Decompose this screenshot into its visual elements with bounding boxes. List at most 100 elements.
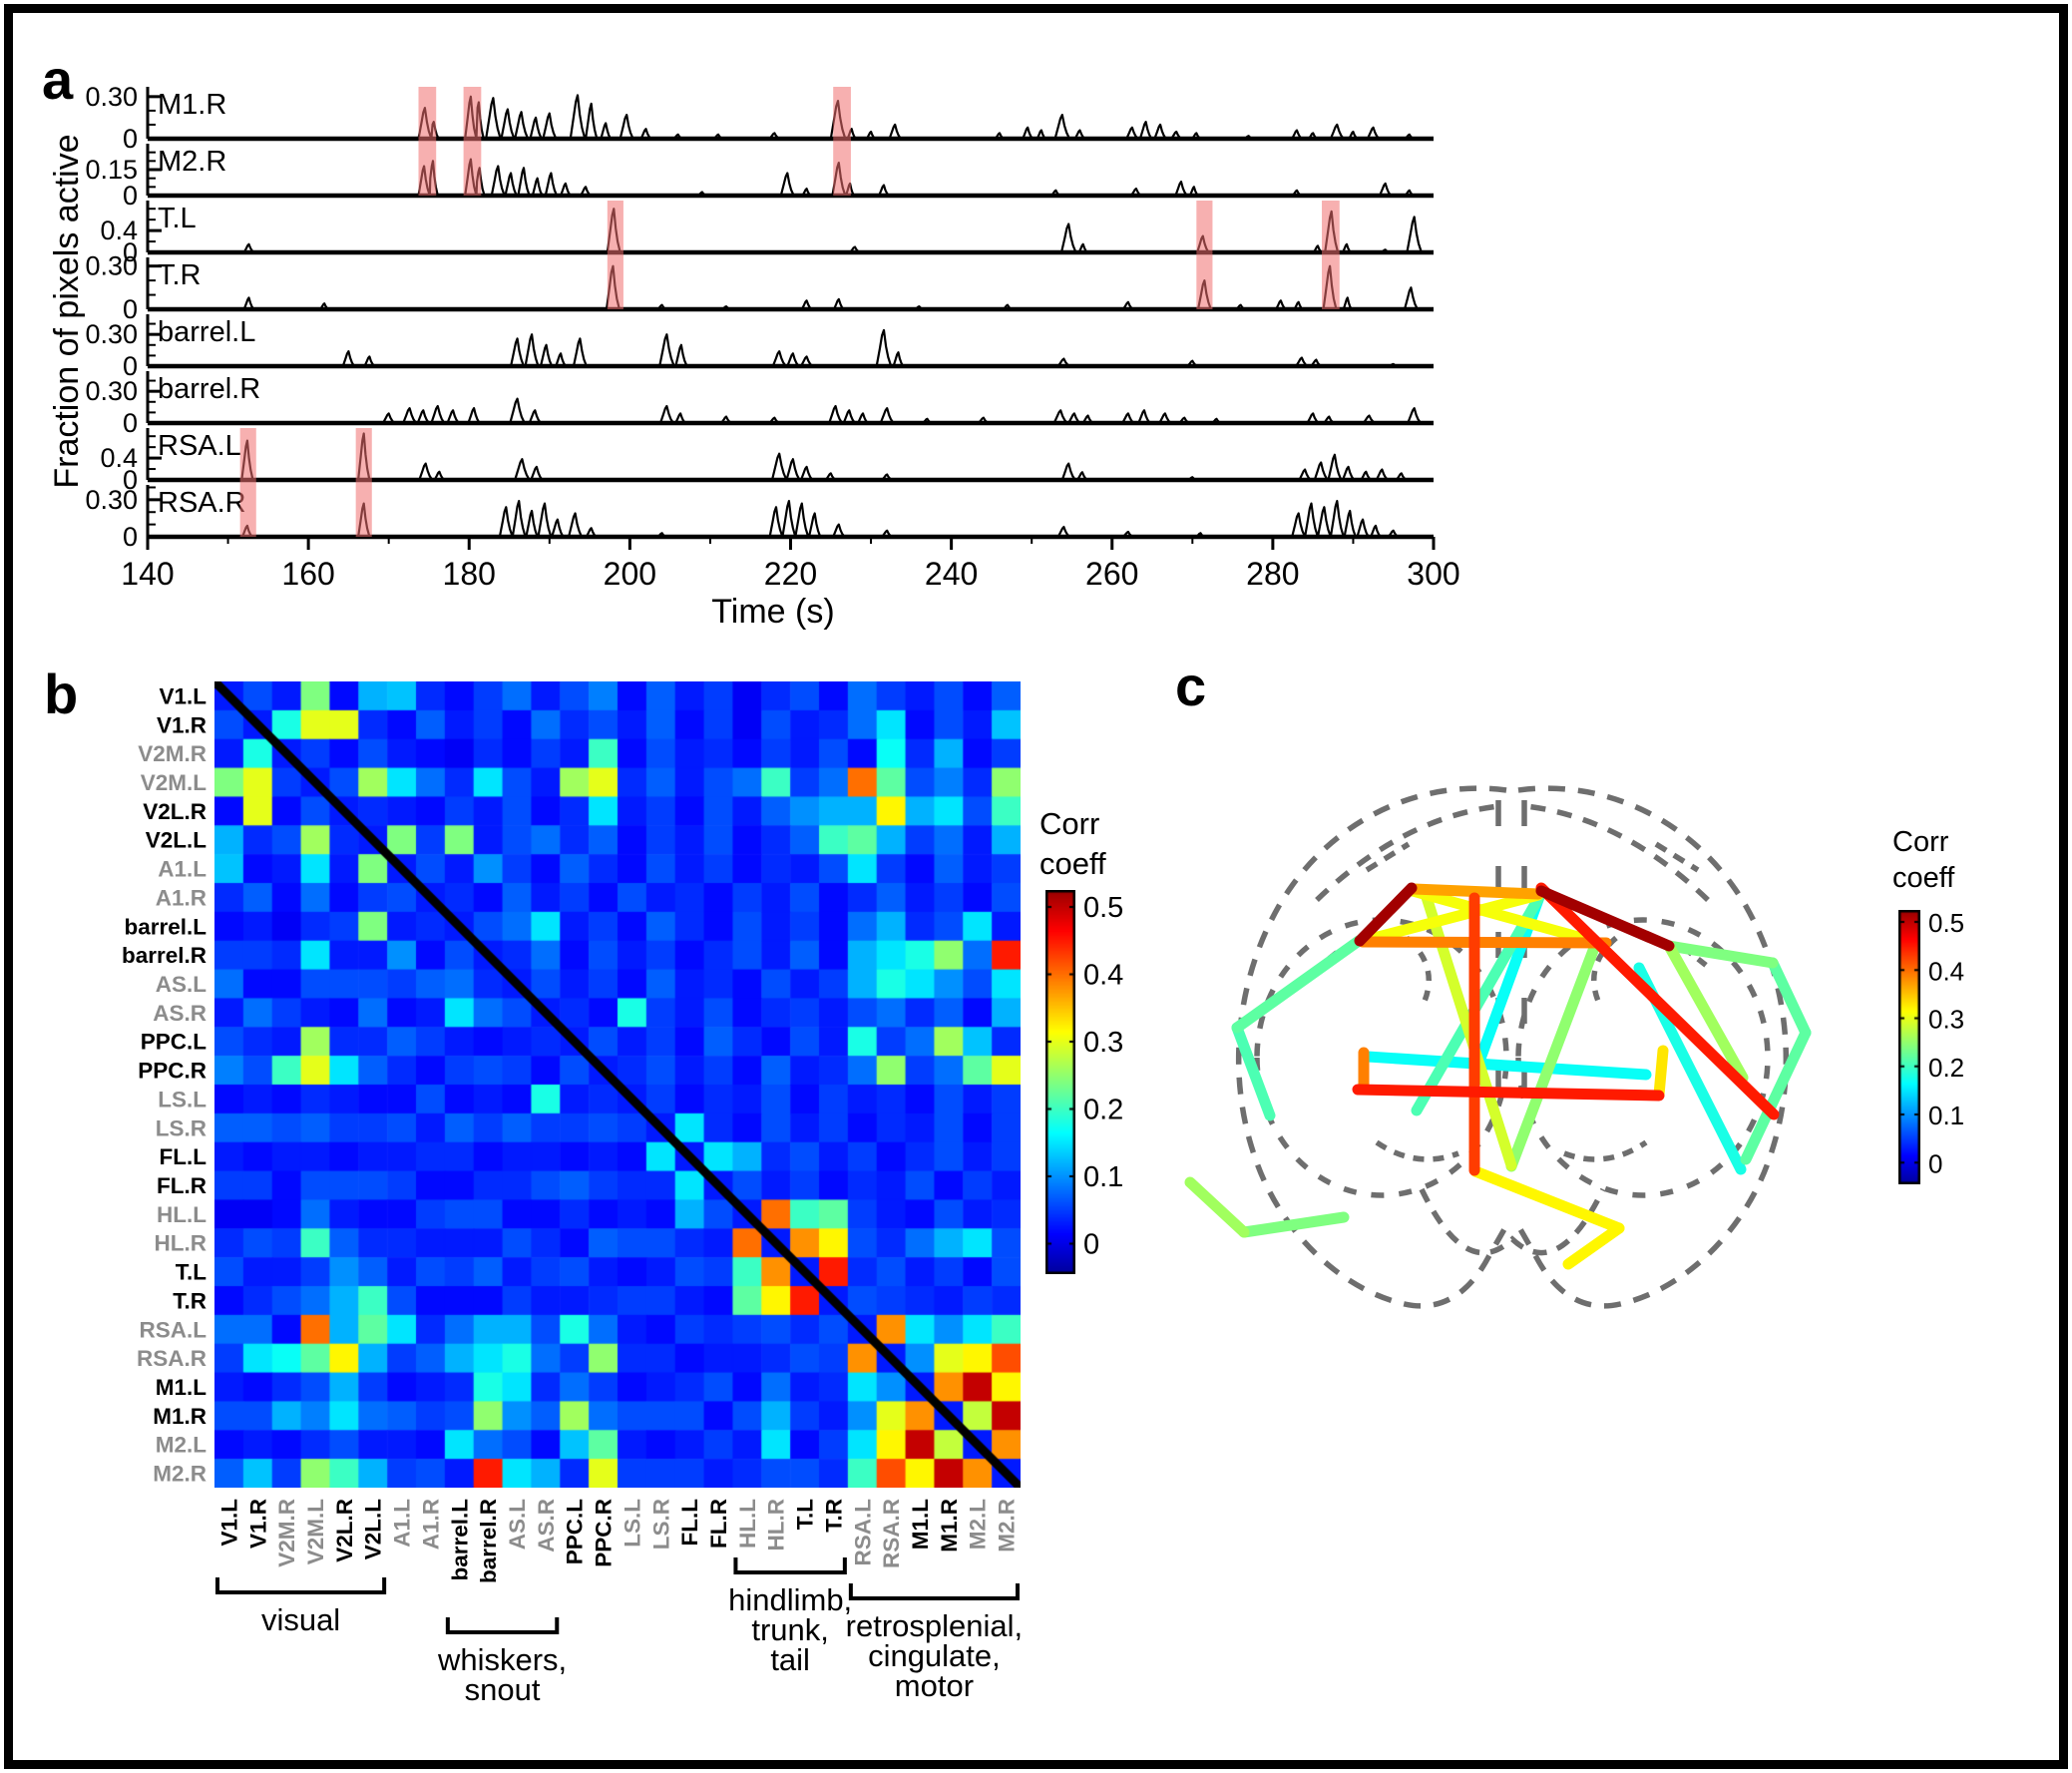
group-label-line: hindlimb, (728, 1582, 852, 1617)
col-label-HL.L: HL.L (735, 1499, 760, 1549)
y-tick-label-zero: 0 (123, 124, 138, 154)
connection-edge (1354, 882, 1418, 947)
col-label-V2L.R: V2L.R (332, 1499, 357, 1562)
highlight-band (418, 87, 437, 196)
brain-outline (1525, 803, 1710, 902)
col-label-V1.L: V1.L (216, 1499, 241, 1547)
colorbar-c-title-line1: Corr (1892, 826, 1949, 858)
col-label-T.L: T.L (793, 1499, 818, 1531)
trace-row-RSA.R: 0.30 0 RSA.R (85, 485, 1434, 552)
col-label-AS.L: AS.L (505, 1499, 530, 1551)
colorbar-c-title-line2: coeff (1892, 862, 1955, 894)
brain-outline (1654, 841, 1700, 873)
panel-a-x-axis-title: Time (s) (711, 593, 835, 631)
row-label-A1.R: A1.R (156, 885, 207, 910)
row-label-FL.L: FL.L (160, 1144, 207, 1169)
colorbar-tick-label: 0.1 (1928, 1101, 1964, 1130)
row-label-barrel.R: barrel.R (122, 943, 207, 968)
colorbar-tick-label: 0.4 (1083, 959, 1123, 991)
trace-label: M1.R (158, 89, 226, 121)
colorbar-b-title-line2: coeff (1039, 846, 1106, 881)
highlight-band (239, 428, 256, 537)
brain-outline (1315, 803, 1499, 902)
row-label-barrel.L: barrel.L (124, 914, 207, 939)
row-label-AS.L: AS.L (156, 972, 207, 997)
highlight-band (1196, 201, 1213, 309)
group-bracket-hindlimb (733, 1557, 847, 1574)
group-label-line: tail (770, 1642, 810, 1677)
colorbar-b-title-line1: Corr (1039, 806, 1100, 841)
connection-edge (1408, 883, 1544, 900)
group-bracket-retrosplenial (848, 1583, 1020, 1600)
x-tick-label: 200 (604, 556, 656, 592)
col-label-RSA.R: RSA.R (879, 1499, 904, 1568)
row-label-PPC.L: PPC.L (141, 1030, 207, 1055)
trace-label: T.L (158, 203, 197, 234)
connection-edge (1740, 1027, 1812, 1165)
group-label-line: snout (465, 1672, 541, 1707)
y-tick-label-zero: 0 (123, 181, 138, 211)
colorbar-c (1898, 910, 1920, 1184)
row-label-PPC.R: PPC.R (138, 1059, 207, 1084)
x-tick-label: 280 (1246, 556, 1299, 592)
colorbar-tick-label: 0.4 (1928, 956, 1964, 986)
colorbar-tick-label: 0.1 (1083, 1161, 1123, 1193)
row-label-HL.R: HL.R (155, 1231, 207, 1256)
group-label-line: visual (261, 1602, 340, 1637)
colorbar-tick-label: 0.2 (1928, 1053, 1964, 1083)
row-label-A1.L: A1.L (158, 857, 207, 882)
col-label-V2M.L: V2M.L (303, 1499, 328, 1565)
y-tick-label-zero: 0 (123, 522, 138, 552)
connection-edge (1505, 942, 1600, 1172)
connection-edge (1238, 1211, 1350, 1238)
trace-row-RSA.L: 0.40 RSA.L (100, 428, 1434, 495)
col-label-A1.R: A1.R (418, 1499, 443, 1550)
row-label-RSA.L: RSA.L (140, 1317, 207, 1342)
row-label-LS.L: LS.L (158, 1087, 207, 1111)
panel-c-letter: c (1175, 655, 1207, 717)
y-tick-label: 0.15 (85, 155, 138, 185)
row-label-M1.R: M1.R (153, 1404, 207, 1429)
x-axis: 140 160 180 200 220 240 260 280 300 (121, 537, 1460, 592)
colorbar-tick-label: 0.3 (1928, 1005, 1964, 1035)
col-label-PPC.L: PPC.L (563, 1499, 588, 1565)
trace-row-M1.R: 0.30 0 M1.R (85, 82, 1434, 154)
col-label-V1.R: V1.R (245, 1499, 270, 1549)
trace-label: M2.R (158, 146, 226, 178)
row-label-AS.R: AS.R (153, 1001, 207, 1026)
correlation-heatmap (214, 681, 1021, 1488)
highlight-band (463, 87, 482, 196)
connection-edge (1231, 1022, 1276, 1121)
connection-edge (1352, 1084, 1665, 1102)
highlight-band (1322, 201, 1340, 309)
connection-edge (1535, 885, 1675, 952)
col-label-LS.R: LS.R (648, 1499, 673, 1550)
trace-row-barrel.R: 0.300 barrel.R (85, 371, 1434, 438)
trace-label: RSA.R (158, 487, 246, 519)
connection-edge (1653, 1045, 1669, 1101)
trace-label: RSA.L (158, 430, 241, 462)
col-label-M2.R: M2.R (995, 1499, 1020, 1552)
row-label-T.L: T.L (176, 1260, 207, 1285)
brain-diagram (1184, 785, 1812, 1309)
trace-T.R (148, 264, 1434, 311)
connection-edge (1663, 940, 1749, 1084)
connection-edge (1562, 1222, 1625, 1270)
brain-outline (1405, 935, 1432, 1010)
colorbar-tick-label: 0 (1928, 1148, 1942, 1178)
connection-edge (1663, 940, 1779, 969)
y-tick-label: 0.4 (100, 216, 138, 245)
group-bracket-whiskers (445, 1617, 560, 1634)
col-label-V2L.L: V2L.L (361, 1499, 386, 1560)
col-label-RSA.L: RSA.L (850, 1499, 875, 1566)
x-tick-label: 300 (1407, 556, 1459, 592)
trace-row-M2.R: 0.150 M2.R (85, 144, 1434, 211)
connection-edge (1357, 936, 1612, 949)
trace-row-T.R: 0.30 0 T.R (85, 251, 1434, 324)
x-tick-label: 160 (281, 556, 334, 592)
connection-edge (1184, 1176, 1250, 1238)
brain-outline (1513, 785, 1790, 1309)
group-label-line: retrosplenial, (846, 1608, 1023, 1643)
row-label-V2M.L: V2M.L (141, 770, 207, 795)
